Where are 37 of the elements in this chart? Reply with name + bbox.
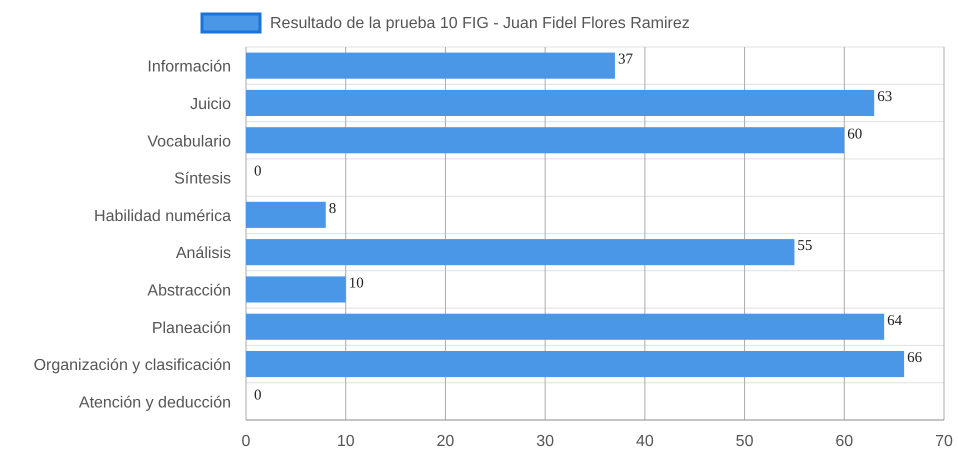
- y-tick-label: Abstracción: [147, 282, 231, 300]
- bar: [246, 127, 844, 154]
- bar: [246, 276, 346, 303]
- data-label: 55: [797, 238, 812, 254]
- y-tick-label: Atención y deducción: [78, 394, 231, 412]
- data-label: 63: [877, 88, 892, 105]
- x-tick-label: 60: [835, 433, 854, 450]
- y-tick-label: Información: [147, 58, 231, 76]
- data-label: 0: [254, 387, 262, 404]
- y-tick-label: Habilidad numérica: [94, 208, 232, 225]
- x-tick-label: 10: [336, 433, 355, 450]
- x-tick-label: 30: [536, 433, 554, 450]
- data-label: 66: [907, 350, 923, 366]
- y-tick-label: Organización y clasificación: [34, 357, 231, 374]
- data-label: 64: [887, 312, 903, 329]
- y-tick-label: Vocabulario: [147, 133, 232, 150]
- data-label: 60: [847, 126, 862, 142]
- bar: [246, 202, 326, 228]
- x-tick-label: 0: [242, 433, 251, 450]
- x-tick-label: 40: [636, 433, 654, 450]
- bar: [246, 90, 874, 116]
- x-tick-label: 20: [436, 433, 454, 450]
- data-label: 37: [618, 52, 634, 68]
- y-tick-label: Planeación: [152, 320, 231, 337]
- x-tick-label: 50: [736, 433, 754, 450]
- data-label: 0: [254, 164, 262, 180]
- y-tick-label: Análisis: [176, 245, 231, 262]
- x-tick-label: 70: [935, 433, 953, 450]
- legend-label: Resultado de la prueba 10 FIG - Juan Fidel Flores Ramirez: [270, 15, 690, 32]
- bar: [246, 239, 794, 266]
- data-label: 8: [328, 200, 336, 217]
- bar: [246, 314, 884, 340]
- y-tick-label: Juicio: [190, 96, 232, 113]
- bar: [246, 350, 904, 378]
- data-label: 10: [348, 275, 364, 292]
- y-tick-label: Síntesis: [174, 170, 231, 188]
- bar: [246, 52, 615, 79]
